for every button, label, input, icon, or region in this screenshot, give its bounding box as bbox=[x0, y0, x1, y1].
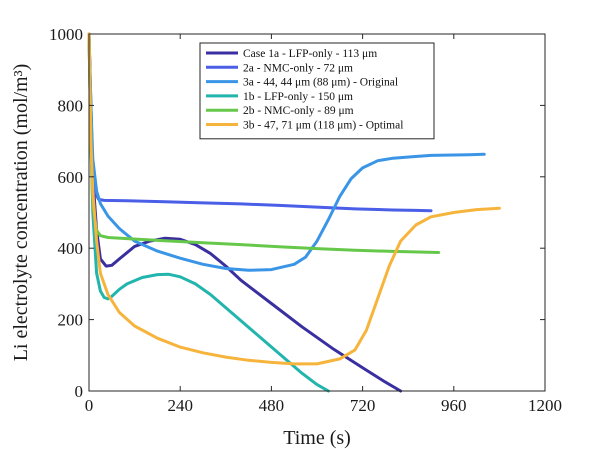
series-line-3 bbox=[87, 32, 486, 272]
x-tick-label: 720 bbox=[350, 396, 376, 415]
y-axis-label: Li electrolyte concentration (mol/m³) bbox=[10, 64, 32, 362]
x-tick-label: 1200 bbox=[528, 396, 562, 415]
legend-entry-label: 1b - LFP-only - 150 μm bbox=[243, 91, 353, 103]
legend-entry-label: 3b - 47, 71 μm (118 μm) - Optimal bbox=[243, 120, 403, 132]
y-tick-label: 200 bbox=[58, 311, 84, 330]
series-layer bbox=[87, 32, 501, 393]
series-line-4 bbox=[87, 32, 330, 393]
tick-labels: 0 240 480 720 960 1200 0 200 400 600 800 1000 bbox=[49, 25, 562, 415]
y-tick-label: 400 bbox=[58, 239, 84, 258]
y-tick-label: 1000 bbox=[49, 25, 83, 44]
y-tick-label: 600 bbox=[58, 168, 84, 187]
y-tick-label: 0 bbox=[75, 382, 84, 401]
legend-box bbox=[199, 42, 435, 140]
axes bbox=[88, 33, 546, 392]
axes-box bbox=[88, 33, 546, 392]
legend-entry-label: 2b - NMC-only - 89 μm bbox=[243, 105, 354, 117]
legend-entry-label: 2a - NMC-only - 72 μm bbox=[243, 62, 353, 74]
legend-entry-label: 3a - 44, 44 μm (88 μm) - Original bbox=[243, 77, 398, 89]
x-axis-label: Time (s) bbox=[283, 427, 351, 449]
legend: Case 1a - LFP-only - 113 μm 2a - NMC-only… bbox=[199, 42, 435, 140]
x-tick-label: 0 bbox=[85, 396, 94, 415]
x-tick-label: 240 bbox=[167, 396, 193, 415]
x-tick-label: 480 bbox=[259, 396, 285, 415]
x-tick-label: 960 bbox=[441, 396, 467, 415]
y-tick-label: 800 bbox=[58, 96, 84, 115]
legend-entry-label: Case 1a - LFP-only - 113 μm bbox=[243, 48, 377, 60]
series-line-6 bbox=[87, 32, 501, 366]
